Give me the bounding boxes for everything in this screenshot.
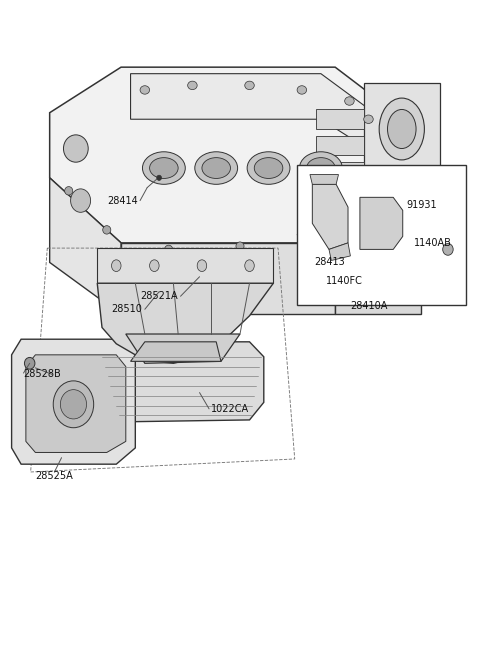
Polygon shape [316,109,364,129]
Ellipse shape [195,152,238,184]
Polygon shape [316,162,364,181]
Text: 28528B: 28528B [24,369,61,379]
Ellipse shape [300,152,342,184]
Polygon shape [316,187,364,207]
Ellipse shape [71,189,91,212]
Ellipse shape [65,187,73,195]
Ellipse shape [443,244,453,255]
Text: 28521A: 28521A [141,291,178,301]
Ellipse shape [60,390,86,419]
Text: 28410A: 28410A [350,301,387,311]
Polygon shape [312,184,348,250]
Polygon shape [131,342,221,362]
Polygon shape [310,174,338,184]
Ellipse shape [307,158,335,178]
Polygon shape [26,355,126,453]
Text: 28413: 28413 [314,257,345,267]
Ellipse shape [165,245,173,253]
Ellipse shape [360,238,368,247]
Ellipse shape [202,158,230,178]
Ellipse shape [188,81,197,90]
Text: 1140FC: 1140FC [325,276,362,286]
Polygon shape [49,178,121,314]
Polygon shape [97,248,273,283]
Ellipse shape [143,152,185,184]
Ellipse shape [254,158,283,178]
Ellipse shape [157,175,161,180]
Ellipse shape [150,158,178,178]
Polygon shape [121,243,335,314]
Ellipse shape [236,242,244,250]
Ellipse shape [403,223,410,231]
Polygon shape [131,73,383,159]
Polygon shape [329,243,350,261]
Polygon shape [360,197,403,250]
Ellipse shape [103,225,111,234]
Polygon shape [364,83,440,174]
Ellipse shape [197,260,207,272]
Ellipse shape [140,86,150,94]
FancyBboxPatch shape [297,165,466,305]
Ellipse shape [247,152,290,184]
Text: 1022CA: 1022CA [212,404,250,414]
Ellipse shape [24,358,35,369]
Polygon shape [97,283,273,364]
Ellipse shape [245,81,254,90]
Text: 28510: 28510 [111,305,143,314]
Text: 28525A: 28525A [36,471,73,481]
Ellipse shape [345,97,354,105]
Ellipse shape [298,242,306,250]
Polygon shape [49,67,421,243]
Ellipse shape [111,260,121,272]
Ellipse shape [387,109,416,149]
Polygon shape [88,342,264,422]
Polygon shape [126,334,240,364]
Ellipse shape [245,260,254,272]
Polygon shape [335,243,421,314]
Polygon shape [316,136,364,155]
Ellipse shape [379,98,424,160]
Ellipse shape [364,115,373,123]
Polygon shape [12,339,135,464]
Text: 28414: 28414 [107,196,138,206]
Ellipse shape [53,381,94,428]
Ellipse shape [150,260,159,272]
Text: 1140AB: 1140AB [414,238,452,248]
Ellipse shape [63,135,88,162]
Text: 91931: 91931 [407,200,437,210]
Ellipse shape [297,86,307,94]
